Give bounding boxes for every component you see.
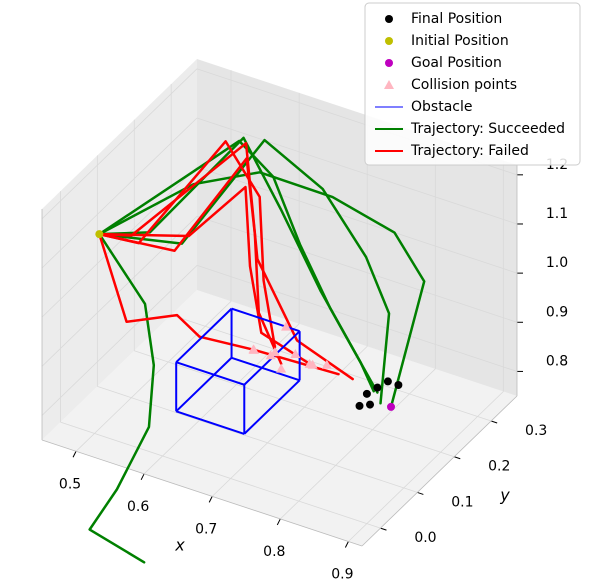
x-tick-label: 0.7 — [195, 521, 217, 537]
position-point — [95, 230, 104, 239]
tick-mark — [140, 473, 145, 481]
grid-line — [196, 265, 518, 372]
position-point — [366, 400, 375, 409]
axis-line — [41, 439, 363, 547]
z-tick-label: 1.0 — [546, 255, 568, 271]
y-tick-label: 0.3 — [525, 423, 547, 439]
legend-swatch — [385, 15, 393, 23]
y-axis-label: y — [499, 486, 510, 505]
obstacle-edge — [231, 356, 300, 382]
obstacle-edge — [243, 379, 301, 435]
z-tick-label: 0.8 — [546, 353, 568, 369]
tick-mark — [380, 527, 387, 531]
left-pane — [42, 59, 197, 440]
position-point — [387, 402, 396, 411]
panes — [42, 59, 517, 546]
grid-line — [41, 68, 198, 220]
collision-point — [290, 348, 301, 358]
collision-point — [248, 344, 259, 354]
collision-point — [307, 359, 318, 369]
obstacle-edge — [175, 357, 233, 413]
grid-line — [41, 166, 198, 318]
axis-line — [361, 395, 518, 547]
floor-pane — [42, 290, 517, 546]
legend-label: Initial Position — [411, 33, 509, 49]
grid-line — [196, 215, 518, 323]
legend-swatch — [385, 59, 393, 67]
grid-line — [41, 265, 198, 416]
obstacle-edge — [175, 410, 245, 435]
legend-label: Trajectory: Succeeded — [410, 121, 565, 137]
legend-label: Final Position — [411, 11, 502, 27]
trajectory — [98, 185, 311, 366]
collision-point — [276, 363, 287, 373]
collision-point — [265, 350, 276, 360]
position-point — [355, 401, 364, 410]
y-tick-label: 0.2 — [488, 459, 510, 475]
tick-mark — [344, 541, 349, 548]
tick-mark — [454, 456, 461, 460]
tick-mark — [208, 496, 213, 503]
legend-label: Obstacle — [411, 99, 472, 115]
trajectory — [98, 138, 391, 405]
legend-swatch — [384, 80, 394, 89]
y-tick-label: 0.1 — [451, 494, 473, 510]
x-tick-label: 0.5 — [59, 476, 81, 492]
x-axis-label: x — [174, 536, 185, 555]
position-point — [394, 380, 403, 389]
grid-line — [60, 421, 381, 529]
obstacle-edge — [175, 307, 233, 363]
x-tick-label: 0.9 — [331, 566, 353, 582]
legend-label: Goal Position — [411, 55, 502, 71]
collision-point — [281, 321, 292, 331]
x-tick-label: 0.6 — [127, 499, 149, 515]
position-point — [373, 383, 382, 392]
grid-line — [41, 117, 198, 269]
legend-label: Collision points — [411, 77, 517, 93]
tick-mark — [417, 491, 424, 495]
grid-line — [196, 117, 518, 225]
y-tick-label: 0.0 — [414, 530, 436, 546]
legend-label: Trajectory: Failed — [410, 143, 529, 159]
z-tick-label: 1.1 — [546, 206, 568, 222]
trajectory — [98, 139, 375, 393]
position-point — [383, 377, 392, 386]
collision-point — [321, 359, 332, 369]
trajectory — [88, 232, 156, 564]
position-point — [362, 389, 371, 398]
z-tick-label: 0.9 — [546, 304, 568, 320]
x-tick-label: 0.8 — [263, 544, 285, 560]
tick-mark — [72, 451, 77, 458]
tick-mark — [491, 420, 498, 424]
trajectory — [98, 232, 340, 376]
tick-mark — [276, 518, 281, 526]
legend-swatch — [385, 37, 393, 45]
grid-line — [134, 350, 455, 458]
legend-box — [364, 2, 581, 166]
obstacle-edge — [175, 361, 245, 386]
